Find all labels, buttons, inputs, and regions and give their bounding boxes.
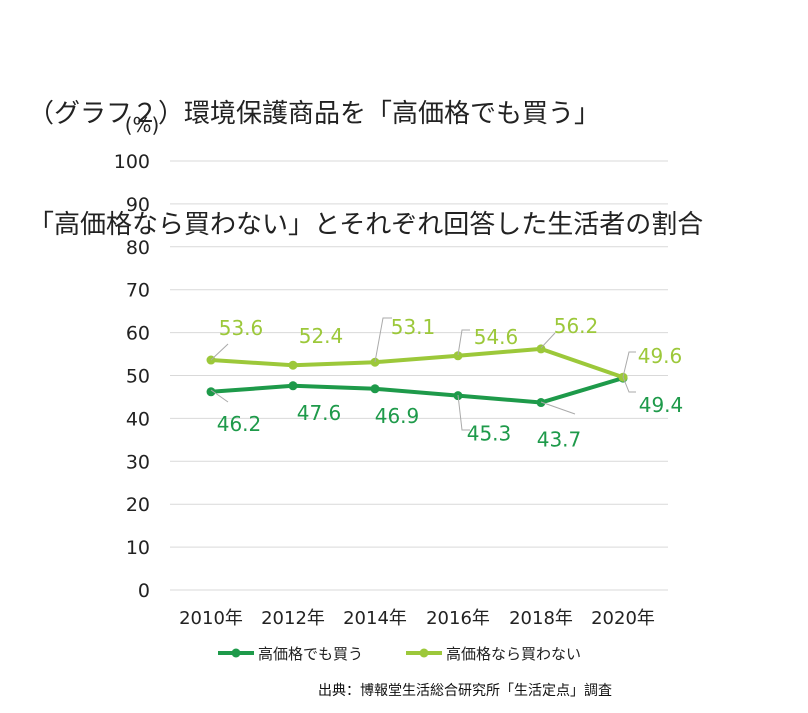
data-label-not-buy: 49.6 — [638, 344, 683, 368]
series-line-buy — [210, 376, 624, 405]
data-point-buy — [206, 387, 216, 397]
y-tick-label: 20 — [126, 494, 150, 516]
data-label-buy: 46.9 — [375, 404, 420, 428]
gridlines — [170, 160, 668, 591]
data-point-buy — [288, 381, 298, 391]
legend-marker — [419, 648, 429, 658]
data-point-not-buy — [536, 344, 546, 354]
data-label-buy: 47.6 — [297, 401, 342, 425]
data-point-not-buy — [370, 357, 380, 367]
y-axis-ticks: 0 10 20 30 40 50 60 70 80 90 100 — [114, 151, 150, 602]
leader-line — [540, 332, 556, 349]
x-tick-label: 2012年 — [261, 608, 325, 629]
data-label-not-buy: 53.1 — [391, 315, 436, 339]
chart-title: （グラフ２）環境保護商品を「高価格でも買う」 「高価格なら買わない」とそれぞれ回… — [28, 22, 703, 281]
data-label-not-buy: 52.4 — [299, 324, 344, 348]
y-axis-label: (%) — [125, 113, 160, 137]
leader-line — [540, 401, 576, 415]
x-tick-label: 2018年 — [509, 608, 573, 629]
legend-label: 高価格でも買う — [258, 645, 363, 663]
data-label-buy: 49.4 — [639, 393, 684, 417]
chart-title-line-2: 「高価格なら買わない」とそれぞれ回答した生活者の割合 — [28, 210, 704, 240]
leader-line — [457, 329, 470, 356]
leader-line — [457, 394, 470, 431]
legend-marker — [231, 648, 241, 658]
data-point-not-buy — [453, 351, 463, 361]
data-point-not-buy — [288, 360, 298, 370]
y-tick-label: 80 — [126, 237, 150, 259]
y-tick-label: 60 — [126, 323, 150, 345]
leader-line — [622, 351, 636, 378]
x-tick-label: 2014年 — [343, 608, 407, 629]
data-label-buy: 43.7 — [537, 428, 582, 452]
y-tick-label: 0 — [138, 580, 150, 602]
chart-title-line-1: （グラフ２）環境保護商品を「高価格でも買う」 — [28, 99, 601, 129]
y-tick-label: 90 — [126, 194, 150, 216]
legend-label: 高価格なら買わない — [446, 645, 581, 663]
source-note: 出典：博報堂生活総合研究所「生活定点」調査 — [318, 683, 612, 699]
data-point-buy — [370, 384, 380, 394]
x-tick-label: 2020年 — [591, 608, 655, 629]
label-leaders — [210, 317, 636, 431]
y-tick-label: 40 — [126, 408, 150, 430]
y-tick-label: 10 — [126, 537, 150, 559]
legend: 高価格でも買う 高価格なら買わない — [218, 645, 581, 663]
y-tick-label: 100 — [114, 151, 150, 173]
y-tick-label: 50 — [126, 366, 150, 388]
data-label-buy: 45.3 — [467, 422, 512, 446]
leader-line — [374, 317, 392, 363]
series-lines — [206, 344, 628, 408]
leader-line — [622, 376, 636, 393]
x-tick-label: 2016年 — [426, 608, 490, 629]
data-label-buy: 46.2 — [217, 412, 262, 436]
series-line-not-buy — [210, 346, 624, 380]
leader-line — [210, 343, 229, 361]
y-tick-label: 70 — [126, 280, 150, 302]
leader-line — [210, 389, 229, 403]
data-label-not-buy: 53.6 — [219, 316, 264, 340]
x-axis-ticks: 2010年 2012年 2014年 2016年 2018年 2020年 — [179, 608, 655, 629]
x-tick-label: 2010年 — [179, 608, 243, 629]
y-tick-label: 30 — [126, 451, 150, 473]
data-labels: 46.2 47.6 46.9 45.3 43.7 49.4 53.6 52.4 53.1 54.6… — [217, 314, 684, 452]
data-label-not-buy: 56.2 — [554, 314, 599, 338]
data-label-not-buy: 54.6 — [474, 325, 519, 349]
